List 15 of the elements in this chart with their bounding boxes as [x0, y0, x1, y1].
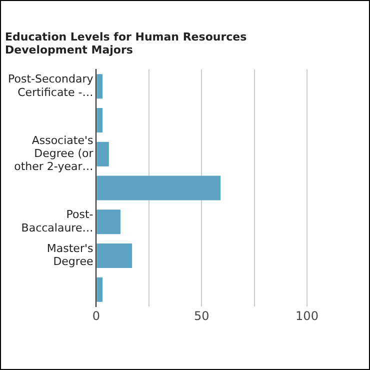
- y-tick-label: Associate's Degree (or other 2-year…: [14, 134, 94, 174]
- y-tick-label: Master's Degree: [46, 242, 94, 268]
- bar: [96, 244, 132, 268]
- bar: [96, 210, 120, 234]
- x-tick-label: 50: [194, 308, 210, 323]
- bar: [96, 108, 103, 132]
- bar: [96, 277, 103, 302]
- y-tick-label: Post-Baccalaure…: [21, 208, 94, 234]
- bar: [96, 176, 221, 200]
- x-tick-label: 0: [92, 308, 100, 323]
- bar: [96, 74, 103, 99]
- x-tick-label: 100: [296, 308, 318, 323]
- chart-title: Education Levels for Human Resources Development Majors: [5, 30, 248, 57]
- y-tick-label: Post-Secondary Certificate -…: [8, 72, 94, 99]
- bar: [96, 142, 109, 166]
